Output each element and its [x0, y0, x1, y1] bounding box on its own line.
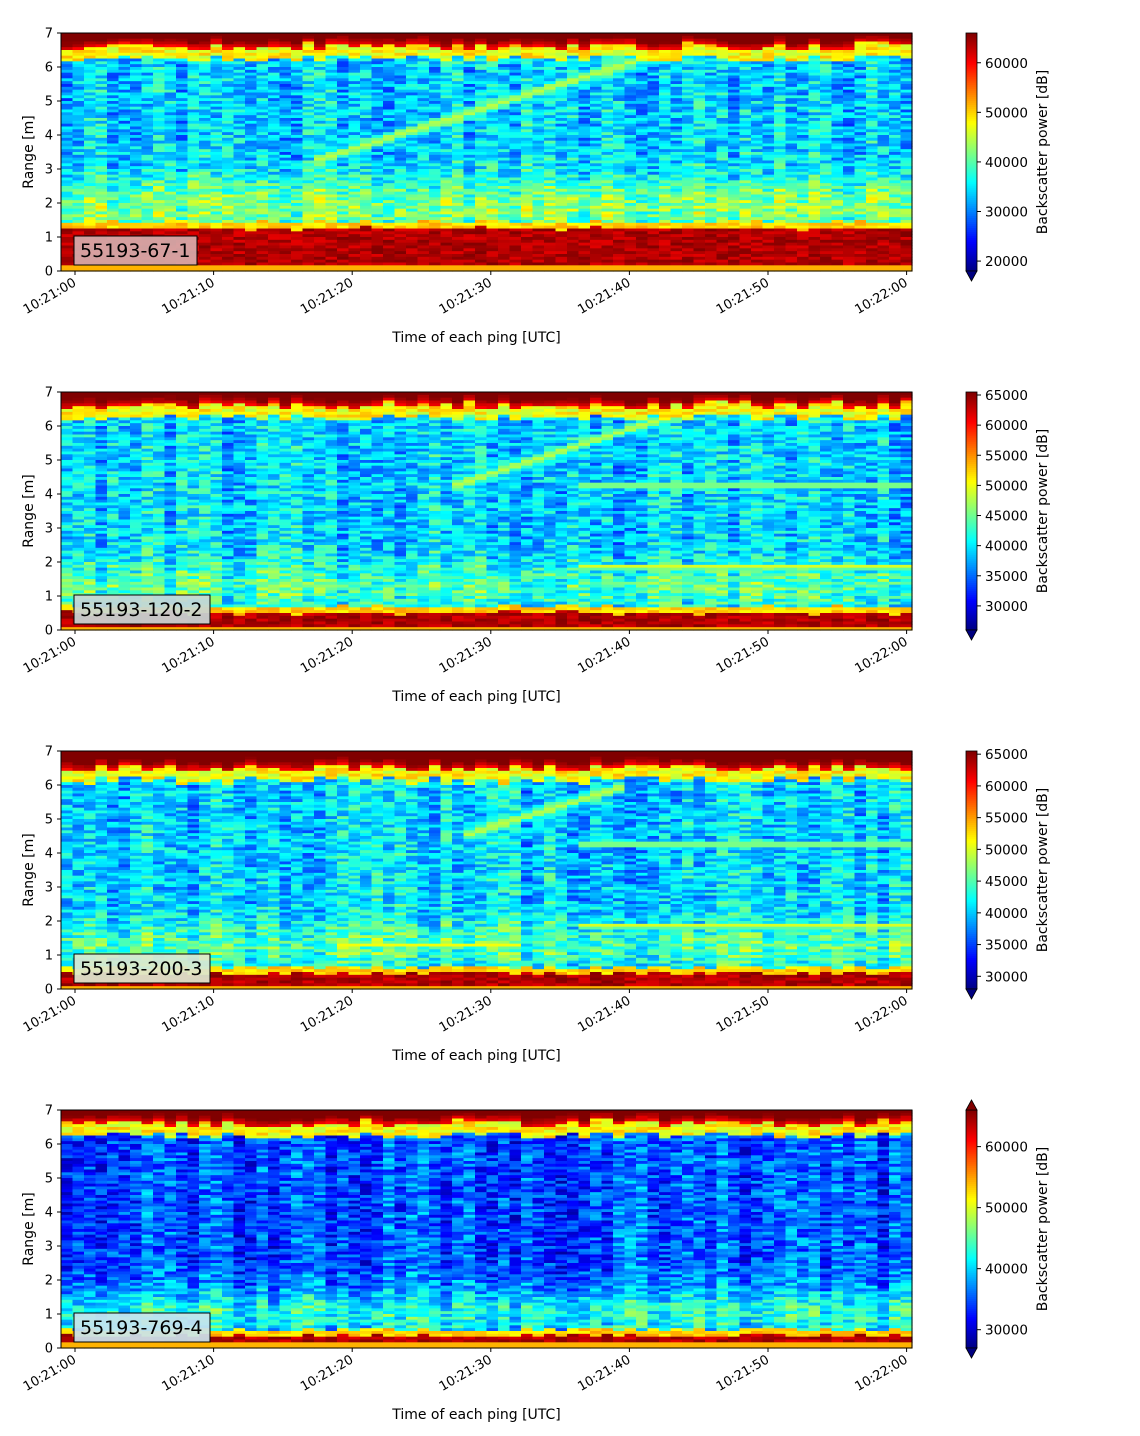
panel-1: 0123456710:21:00 10:21:10 10:21:20 10:21:30…	[21, 27, 1051, 347]
